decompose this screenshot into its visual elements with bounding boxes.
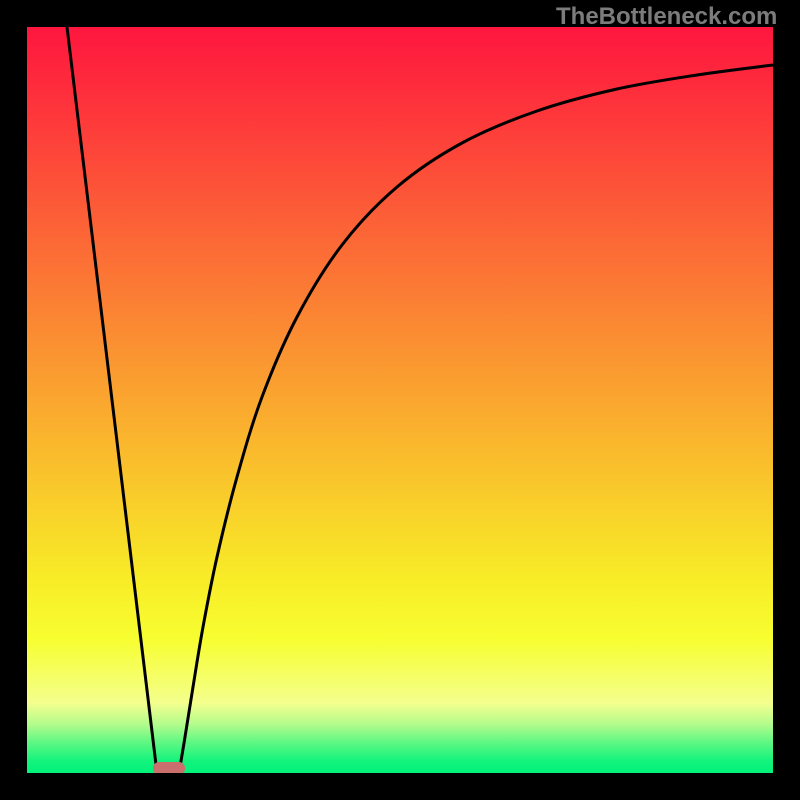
frame-left bbox=[0, 0, 27, 800]
min-marker bbox=[153, 762, 185, 773]
frame-bottom bbox=[0, 773, 800, 800]
chart-container: TheBottleneck.com bbox=[0, 0, 800, 800]
frame-right bbox=[773, 0, 800, 800]
curve-left-line bbox=[67, 27, 157, 773]
curve-layer bbox=[27, 27, 773, 773]
watermark-text: TheBottleneck.com bbox=[556, 3, 777, 31]
plot-area bbox=[27, 27, 773, 773]
curve-right-path bbox=[179, 65, 773, 773]
